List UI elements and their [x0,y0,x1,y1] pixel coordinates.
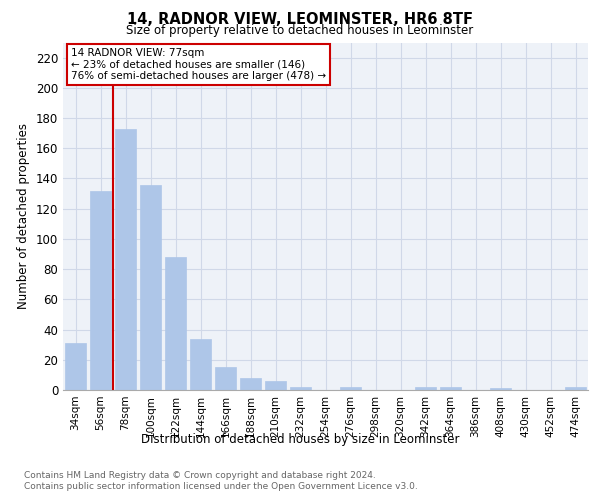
Text: Size of property relative to detached houses in Leominster: Size of property relative to detached ho… [127,24,473,37]
Bar [265,381,286,390]
Bar [90,190,111,390]
Text: Contains HM Land Registry data © Crown copyright and database right 2024.: Contains HM Land Registry data © Crown c… [24,471,376,480]
Bar [140,184,161,390]
Text: 14, RADNOR VIEW, LEOMINSTER, HR6 8TF: 14, RADNOR VIEW, LEOMINSTER, HR6 8TF [127,12,473,27]
Bar [240,378,261,390]
Bar [565,387,586,390]
Text: 14 RADNOR VIEW: 77sqm
← 23% of detached houses are smaller (146)
76% of semi-det: 14 RADNOR VIEW: 77sqm ← 23% of detached … [71,48,326,81]
Bar [440,387,461,390]
Bar [490,388,511,390]
Bar [215,368,236,390]
Bar [65,343,86,390]
Text: Distribution of detached houses by size in Leominster: Distribution of detached houses by size … [141,432,459,446]
Bar [115,128,136,390]
Text: Contains public sector information licensed under the Open Government Licence v3: Contains public sector information licen… [24,482,418,491]
Bar [290,387,311,390]
Bar [415,387,436,390]
Bar [190,338,211,390]
Y-axis label: Number of detached properties: Number of detached properties [17,123,30,309]
Bar [165,257,186,390]
Bar [340,387,361,390]
